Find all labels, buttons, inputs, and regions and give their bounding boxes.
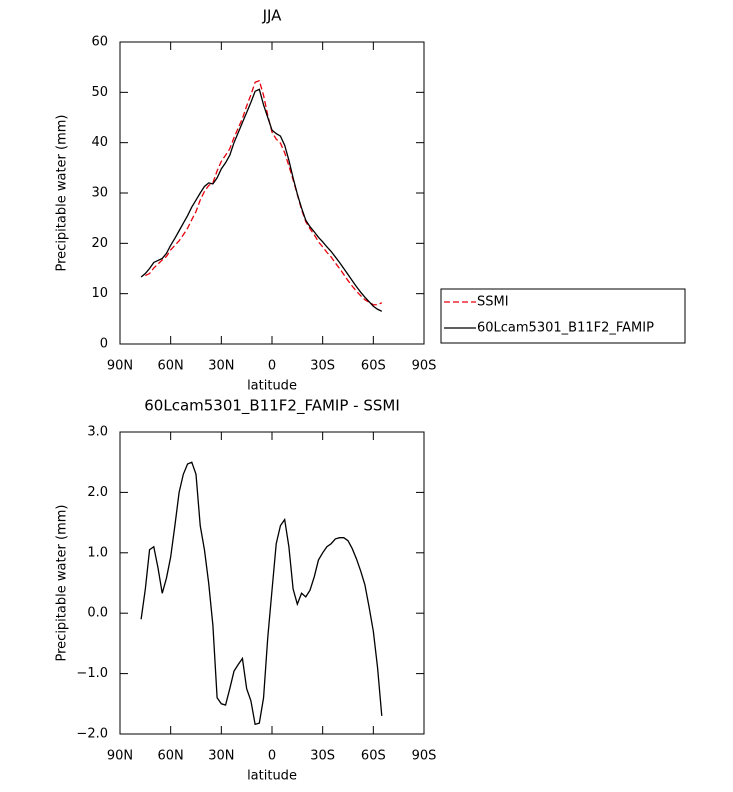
chart-title: JJA [262, 7, 283, 25]
legend-label: SSMI [477, 295, 509, 310]
x-tick-label: 90N [107, 359, 133, 374]
chart-title: 60Lcam5301_B11F2_FAMIP - SSMI [144, 397, 400, 416]
legend-box [440, 288, 686, 344]
y-tick-label: −1.0 [76, 666, 108, 681]
y-tick-label: 0 [100, 337, 108, 352]
x-tick-label: 60S [361, 749, 386, 764]
y-tick-label: −2.0 [76, 727, 108, 742]
x-tick-label: 30S [310, 359, 335, 374]
x-axis-label: latitude [247, 769, 297, 784]
x-tick-label: 30N [208, 359, 234, 374]
x-tick-label: 30S [310, 749, 335, 764]
x-tick-label: 0 [268, 359, 276, 374]
x-axis-label: latitude [247, 379, 297, 394]
data-line [140, 88, 383, 312]
y-tick-label: 2.0 [87, 485, 108, 500]
x-tick-label: 60S [361, 359, 386, 374]
x-tick-label: 90N [107, 749, 133, 764]
y-tick-label: 1.0 [87, 545, 108, 560]
y-tick-label: 20 [91, 236, 108, 251]
x-tick-label: 0 [268, 749, 276, 764]
x-tick-label: 30N [208, 749, 234, 764]
y-tick-label: 40 [91, 135, 108, 150]
y-tick-label: 0.0 [87, 606, 108, 621]
data-line [145, 79, 383, 306]
y-tick-label: 10 [91, 286, 108, 301]
legend-label: 60Lcam5301_B11F2_FAMIP [477, 321, 654, 336]
y-tick-label: 3.0 [87, 425, 108, 440]
x-tick-label: 90S [412, 749, 437, 764]
y-axis-label: Precipitable water (mm) [55, 505, 70, 662]
y-axis-label: Precipitable water (mm) [55, 115, 70, 272]
y-tick-label: 50 [91, 85, 108, 100]
data-line [140, 461, 383, 726]
x-tick-label: 90S [412, 359, 437, 374]
y-tick-label: 60 [91, 35, 108, 50]
y-tick-label: 30 [91, 186, 108, 201]
plot-frame [119, 41, 425, 345]
x-tick-label: 60N [158, 749, 184, 764]
x-tick-label: 60N [158, 359, 184, 374]
